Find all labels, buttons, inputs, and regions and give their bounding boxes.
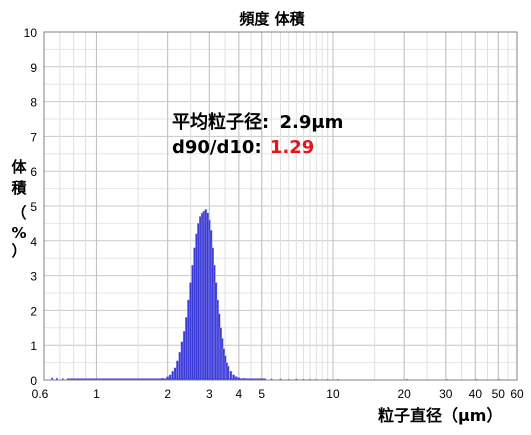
x-axis-label: 粒子直径（μm） [378, 406, 502, 425]
y-tick-label: 8 [30, 96, 37, 110]
y-tick-label: 9 [30, 61, 37, 75]
y-tick-label: 2 [30, 304, 37, 318]
y-axis-label-char: （ [11, 204, 26, 222]
mean-particle-size-annotation: 平均粒子径: 2.9μm [172, 111, 343, 133]
baseline-point [61, 378, 64, 380]
chart-title: 頻度 体積 [239, 10, 305, 28]
x-tick-labels: 0.6 1 2 3 4 5 10 20 30 40 50 60 [32, 387, 524, 401]
x-tick-label: 0.6 [32, 387, 49, 401]
y-tick-label: 6 [30, 165, 37, 179]
y-tick-label: 3 [30, 270, 37, 284]
y-axis-label-char: 積 [10, 179, 27, 197]
y-axis-label-char: % [11, 224, 26, 242]
histogram-bar [185, 317, 188, 381]
x-tick-label: 2 [164, 387, 171, 401]
plot-frame [43, 31, 518, 381]
x-tick-label: 5 [258, 387, 265, 401]
mean-label: 平均粒子径: [172, 111, 269, 133]
histogram-bar [182, 331, 186, 381]
y-tick-label: 1 [30, 339, 37, 353]
y-tick-labels: 0 1 2 3 4 5 6 7 8 9 10 [24, 26, 38, 388]
mean-value: 2.9μm [279, 112, 343, 133]
y-tick-label: 4 [30, 235, 37, 249]
histogram-bar [187, 299, 190, 381]
ratio-label: d90/d10: [172, 137, 262, 158]
x-tick-label: 1 [93, 387, 100, 401]
d90-d10-annotation: d90/d10: 1.29 [172, 137, 314, 158]
histogram-bar [180, 341, 184, 381]
baseline-point [56, 378, 58, 380]
y-tick-label: 0 [30, 374, 37, 388]
grid [43, 31, 518, 381]
histogram-bar [226, 365, 230, 381]
x-tick-label: 40 [469, 387, 483, 401]
x-tick-label: 4 [236, 387, 243, 401]
baseline-point [51, 377, 54, 380]
histogram-bar [178, 351, 182, 381]
y-axis-label: 体積 （%） [10, 158, 27, 260]
histogram-bar [173, 367, 177, 381]
x-tick-label: 60 [510, 387, 524, 401]
x-tick-label: 30 [439, 387, 453, 401]
y-tick-label: 7 [30, 130, 37, 144]
baseline-point [270, 378, 273, 380]
histogram-bar [176, 360, 179, 381]
baseline-point [279, 378, 282, 380]
y-axis-label-char: ） [11, 242, 26, 260]
x-tick-label: 10 [326, 387, 340, 401]
ratio-value: 1.29 [270, 137, 314, 158]
x-tick-label: 50 [492, 387, 506, 401]
baseline-point [295, 378, 298, 380]
x-tick-label: 3 [206, 387, 213, 401]
x-tick-label: 20 [397, 387, 411, 401]
y-axis-label-char: 体 [11, 158, 27, 176]
y-tick-label: 10 [24, 26, 38, 40]
y-tick-label: 5 [30, 200, 37, 214]
